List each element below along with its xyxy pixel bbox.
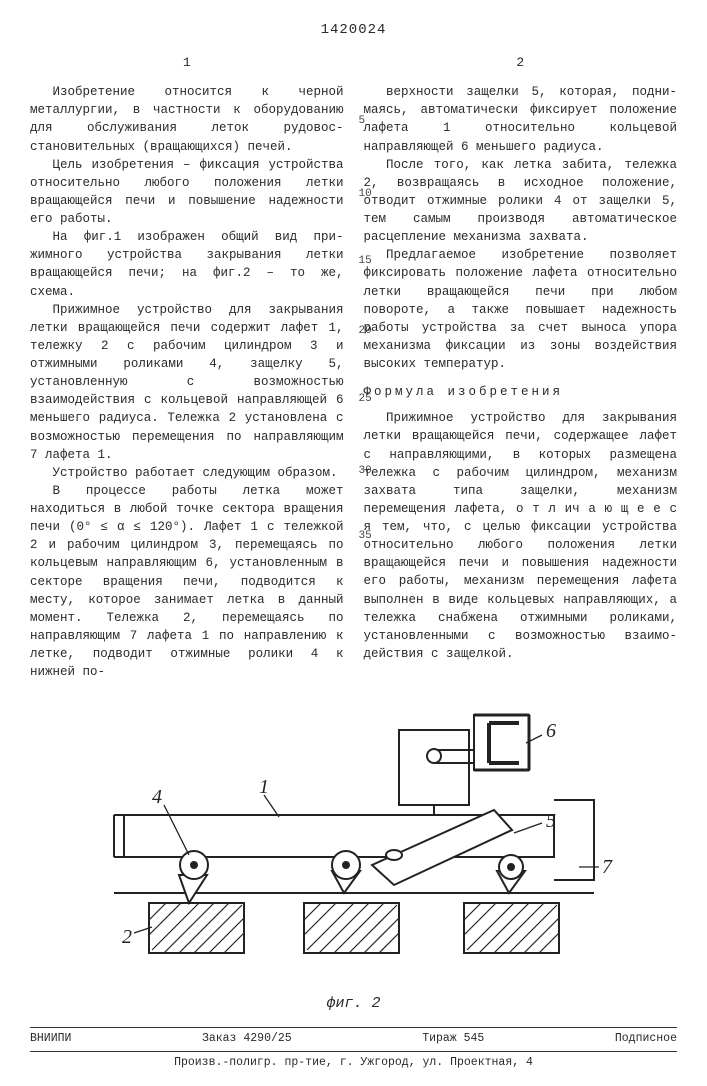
footer-tirage: Тираж 545 bbox=[422, 1031, 484, 1048]
footer: ВНИИПИ Заказ 4290/25 Тираж 545 Подписное… bbox=[30, 1027, 677, 1071]
col1-number: 1 bbox=[30, 54, 344, 73]
callout-1: 1 bbox=[259, 776, 269, 798]
left-p4: Прижимное устройство для закрыва­ния лет… bbox=[30, 301, 344, 464]
figure-label: фиг. 2 bbox=[30, 993, 677, 1015]
right-p4: Прижимное устройство для закрыва­ния лет… bbox=[364, 409, 678, 663]
right-p2: После того, как летка забита, те­лежка 2… bbox=[364, 156, 678, 247]
footer-order: Заказ 4290/25 bbox=[202, 1031, 292, 1048]
footer-org: ВНИИПИ bbox=[30, 1031, 71, 1048]
text-columns: 1 Изобретение относится к черной металлу… bbox=[30, 54, 677, 681]
left-p6: В процессе работы летка может находиться… bbox=[30, 482, 344, 681]
callout-6: 6 bbox=[546, 720, 556, 742]
right-p3: Предлагаемое изобретение позволяет фикси… bbox=[364, 246, 678, 373]
callout-5: 5 bbox=[546, 810, 556, 832]
right-column: 2 верхности защелки 5, которая, подни­ма… bbox=[364, 54, 678, 681]
callout-2: 2 bbox=[122, 926, 132, 948]
figure-2-svg: 4 1 6 5 7 2 bbox=[94, 695, 614, 985]
document-number: 1420024 bbox=[30, 20, 677, 40]
footer-sign: Подписное bbox=[615, 1031, 677, 1048]
formula-heading-text: Формула изобретения bbox=[364, 385, 564, 399]
left-p3: На фиг.1 изображен общий вид при­жимного… bbox=[30, 228, 344, 301]
formula-heading: Формула изобретения bbox=[364, 383, 678, 401]
figure-2: 4 1 6 5 7 2 bbox=[30, 695, 677, 985]
left-p5: Устройство работает следующим образом. bbox=[30, 464, 344, 482]
callout-7: 7 bbox=[602, 856, 613, 878]
left-p1: Изобретение относится к черной металлург… bbox=[30, 83, 344, 156]
callout-4: 4 bbox=[152, 786, 162, 808]
col2-number: 2 bbox=[364, 54, 678, 73]
right-p1: верхности защелки 5, которая, подни­маяс… bbox=[364, 83, 678, 156]
footer-addr: Произв.-полигр. пр-тие, г. Ужгород, ул. … bbox=[30, 1052, 677, 1072]
left-p2: Цель изобретения – фиксация уст­ройства … bbox=[30, 156, 344, 229]
left-column: 1 Изобретение относится к черной металлу… bbox=[30, 54, 344, 681]
